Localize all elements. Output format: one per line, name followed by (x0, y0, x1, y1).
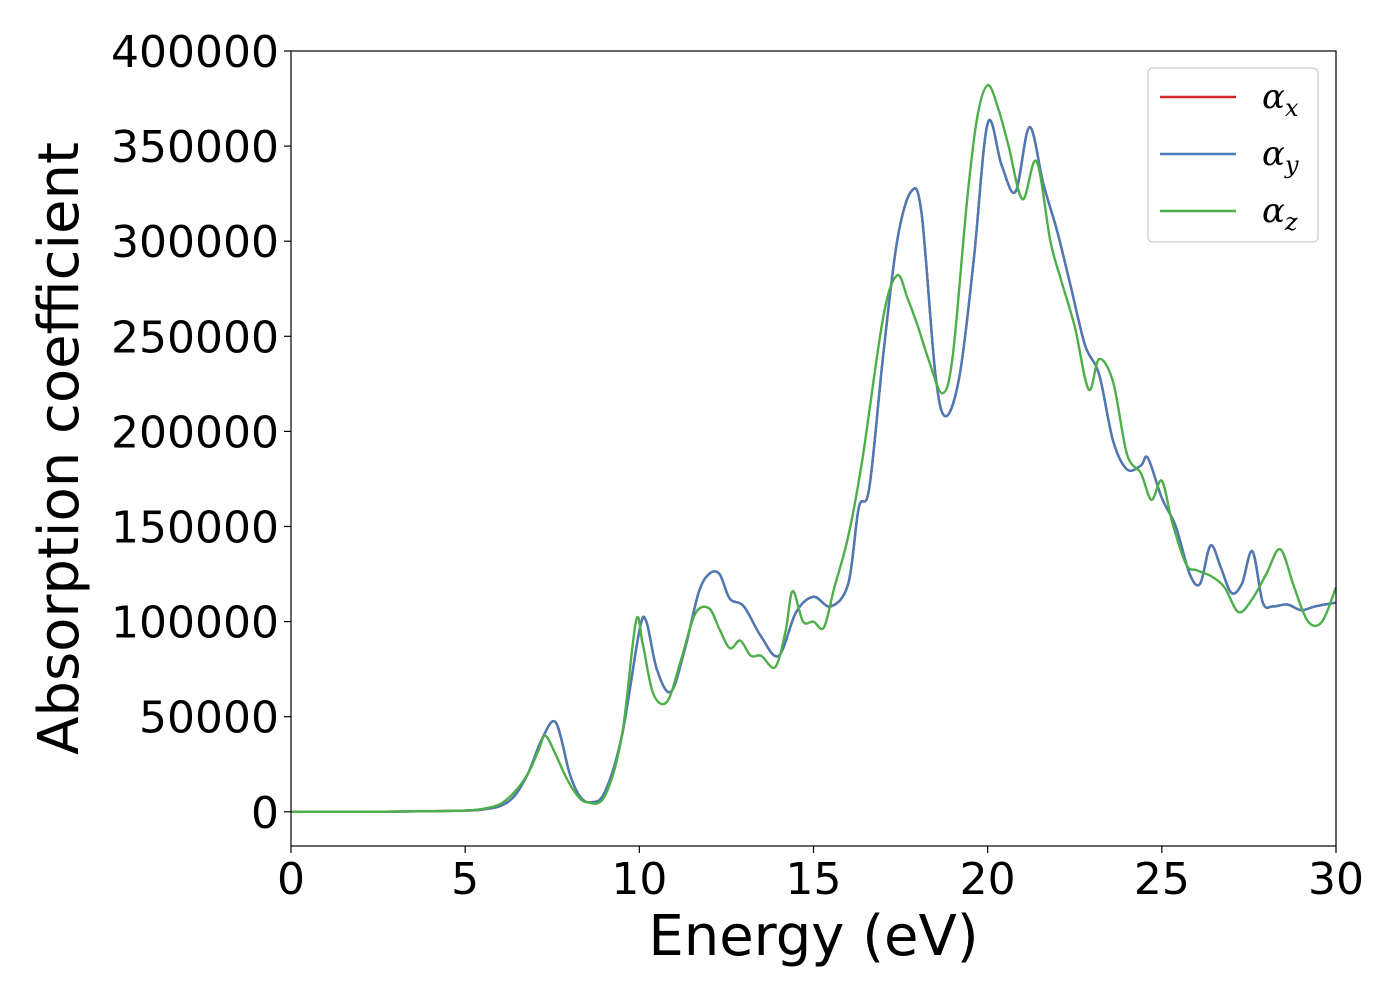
ticks-layer: 0 5 10 15 20 25 30 0 50000 100000 150000 200000 2500… (111, 27, 1364, 905)
y-tick-label: 400000 (111, 27, 279, 78)
y-axis-title: Absorption coefficient (27, 142, 92, 755)
legend-label-subscript: y (1284, 151, 1299, 179)
plot-frame (290, 50, 1337, 847)
legend-label-subscript: x (1285, 94, 1299, 122)
series-layer (290, 83, 1338, 814)
y-tick-label: 250000 (111, 312, 279, 363)
y-tick-label: 200000 (111, 407, 279, 458)
legend-label-base: α (1262, 191, 1285, 231)
x-tick-label: 15 (786, 854, 842, 905)
legend-label-y: αy (1262, 134, 1299, 179)
y-tick-label: 350000 (111, 122, 279, 173)
legend-label-base: α (1262, 77, 1285, 117)
x-tick-label: 0 (277, 854, 305, 905)
x-axis-title: Energy (eV) (648, 904, 978, 969)
x-tick-label: 30 (1308, 854, 1364, 905)
y-tick-label: 100000 (111, 598, 279, 649)
legend-label-z: αz (1262, 191, 1298, 236)
x-tick-label: 25 (1134, 854, 1190, 905)
x-tick-label: 5 (451, 854, 479, 905)
x-tick-label: 20 (960, 854, 1016, 905)
legend-label-subscript: z (1284, 208, 1298, 236)
legend-label-base: α (1262, 134, 1285, 174)
y-tick-label: 150000 (111, 502, 279, 553)
legend-label-x: αx (1262, 77, 1299, 122)
y-tick-label: 50000 (139, 693, 279, 744)
y-tick-label: 300000 (111, 217, 279, 268)
y-tick-label: 0 (251, 788, 279, 839)
series-line-z (290, 83, 1338, 814)
x-tick-label: 10 (611, 854, 667, 905)
